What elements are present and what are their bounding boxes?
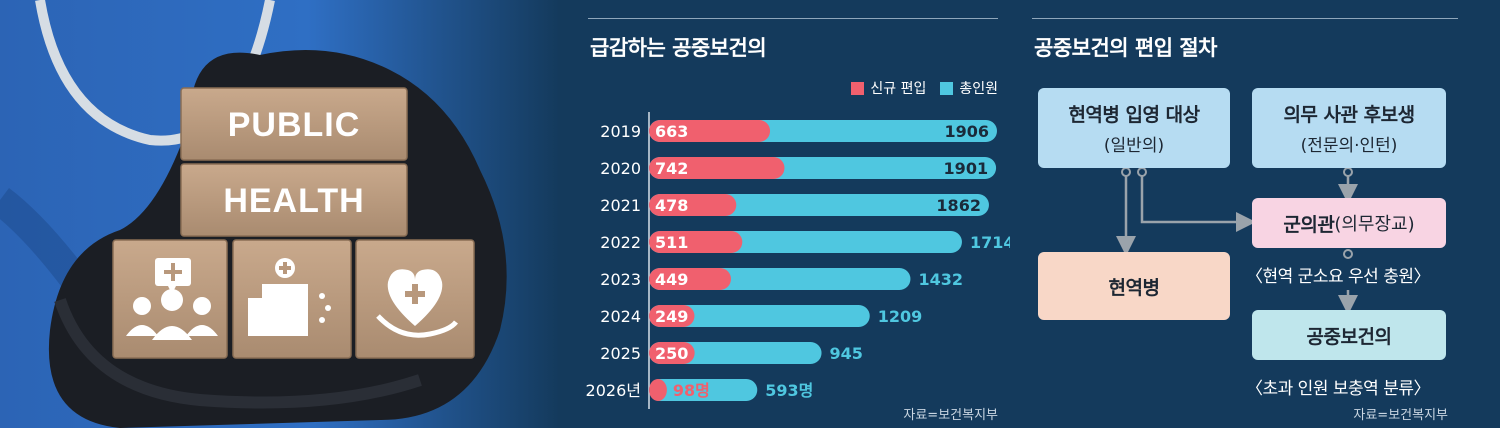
bar-new [649, 342, 695, 364]
block-health [180, 163, 408, 237]
heart-hand-icon [376, 269, 458, 338]
data-label-total: 1432 [918, 270, 963, 289]
flow-panel: 공중보건의 편입 절차 현역병 입영 대상 (일반의) 의무 사관 후보생 (전… [1010, 0, 1500, 428]
chart-panel: 급감하는 공중보건의 신규 편입 총인원 2019 663 1906 2020 742 1… [560, 0, 1010, 428]
flow-source: 자료=보건복지부 [1353, 408, 1448, 423]
photo-illustration: PUBLIC HEALTH [0, 0, 560, 428]
flow-arrows [1116, 167, 1358, 315]
data-label-new: 742 [655, 159, 688, 178]
medical-team-icon [126, 258, 218, 340]
box-public-health-doctor: 공중보건의 [1252, 310, 1446, 360]
box-officer-sub: (의무장교) [1334, 214, 1415, 235]
data-label-total: 1209 [878, 307, 923, 326]
bar-chart: 2019 663 1906 2020 742 1901 2021 478 1862 2022 511… [586, 112, 1010, 409]
data-label-total: 593명 [765, 381, 813, 400]
chart-source: 자료=보건복지부 [903, 408, 998, 423]
legend-swatch-new [851, 81, 865, 95]
data-label-new: 478 [655, 196, 688, 215]
box-officer-main: 군의관 [1283, 213, 1335, 236]
box-soldier: 현역병 [1038, 252, 1230, 320]
bar-new [649, 305, 695, 327]
tick-label: 2021 [600, 196, 641, 215]
data-label-new: 449 [655, 270, 688, 289]
box-phd-main: 공중보건의 [1306, 325, 1392, 348]
tick-label: 2024 [600, 307, 641, 326]
legend-label-new: 신규 편입 [870, 81, 927, 97]
arrow-to-officer [1140, 176, 1256, 232]
box-active-duty-target: 현역병 입영 대상 (일반의) [1038, 88, 1230, 168]
data-label-total: 1901 [944, 159, 989, 178]
data-label-total: 1906 [944, 122, 989, 141]
connector-dot-3 [1343, 167, 1353, 177]
bar-new [649, 268, 731, 290]
data-label-new: 249 [655, 307, 688, 326]
legend-item-total: 총인원 [940, 78, 998, 98]
box-active-main: 현역병 입영 대상 [1068, 104, 1200, 126]
data-label-new: 98명 [673, 381, 710, 400]
box-officer-candidate: 의무 사관 후보생 (전문의·인턴) [1252, 88, 1446, 168]
bar-new [649, 157, 785, 179]
data-label-total: 945 [830, 344, 863, 363]
bar-new [649, 231, 743, 253]
bar-total [649, 305, 870, 327]
note-after-officer: 〈현역 군소요 우선 충원〉 [1246, 267, 1430, 287]
bar-new [649, 379, 667, 401]
block-bottom-text: HEALTH [223, 182, 364, 220]
legend-item-new: 신규 편입 [851, 78, 926, 98]
data-label-new: 511 [655, 233, 688, 252]
chart-title: 급감하는 공중보건의 [590, 36, 767, 60]
tick-label: 2025 [600, 344, 641, 363]
tick-label: 2023 [600, 270, 641, 289]
legend-label-total: 총인원 [959, 81, 998, 97]
flow-title: 공중보건의 편입 절차 [1034, 36, 1218, 60]
tick-label: 2019 [600, 122, 641, 141]
data-label-total: 1714 [970, 233, 1010, 252]
bar-new [649, 120, 771, 142]
public-health-photo: PUBLIC HEALTH [0, 0, 560, 428]
hospital-building-icon [248, 258, 331, 336]
box-medical-officer: 군의관 (의무장교) [1252, 198, 1446, 248]
data-label-new: 663 [655, 122, 688, 141]
connector-dot-1 [1121, 167, 1131, 177]
chart-top-rule [588, 18, 998, 19]
box-soldier-main: 현역병 [1108, 276, 1160, 299]
connector-dot-4 [1343, 249, 1353, 259]
box-candidate-sub: (전문의·인턴) [1300, 136, 1398, 156]
box-active-sub: (일반의) [1103, 136, 1165, 156]
flow-top-rule [1032, 18, 1458, 19]
bar-new [649, 194, 737, 216]
connector-dot-2 [1137, 167, 1147, 177]
block-top-text: PUBLIC [228, 106, 361, 144]
data-label-total: 1862 [936, 196, 981, 215]
bar-total [649, 379, 758, 401]
tick-label: 2022 [600, 233, 641, 252]
box-candidate-main: 의무 사관 후보생 [1283, 104, 1415, 126]
tick-label: 2026년 [586, 381, 641, 400]
block-public [180, 87, 408, 161]
legend-swatch-total [940, 81, 954, 95]
chart-legend: 신규 편입 총인원 [851, 78, 998, 98]
note-after-phd: 〈초과 인원 보충역 분류〉 [1246, 379, 1430, 399]
data-label-new: 250 [655, 344, 688, 363]
tick-label: 2020 [600, 159, 641, 178]
